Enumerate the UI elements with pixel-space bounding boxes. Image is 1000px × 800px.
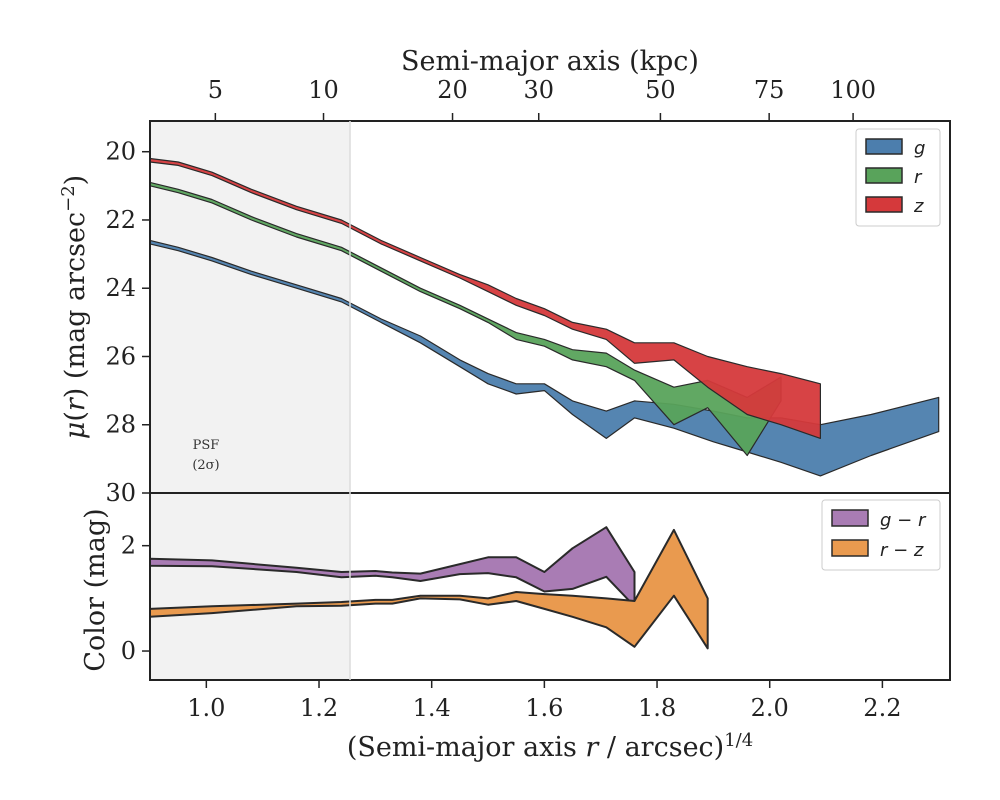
legend-swatch [831, 539, 869, 557]
upper-y-ticks: 20 22 24 26 28 30 [105, 138, 150, 507]
y-tick-label: 24 [105, 274, 136, 302]
bottom-axis-title: (Semi-major axis r / arcsec)1/4 [347, 730, 753, 764]
top-tick-label: 50 [645, 76, 676, 104]
legend-swatch [865, 167, 903, 184]
x-tick-label: 1.8 [638, 694, 676, 722]
surface-brightness-bands [149, 157, 940, 477]
y-tick-label: 30 [105, 479, 136, 507]
y-tick-label: 28 [105, 411, 136, 439]
x-tick-label: 1.4 [413, 694, 451, 722]
top-tick-label: 100 [830, 76, 876, 104]
lower-y-axis-title: Color (mag) [80, 508, 111, 671]
legend-label: r − z [880, 540, 924, 561]
legend-label: g [914, 138, 925, 159]
color-panel: 02 g − rr − z [121, 493, 941, 680]
psf-band [150, 121, 350, 493]
top-axis-ticks: 5 10 20 30 50 75 100 [208, 76, 876, 121]
legend-swatch [865, 196, 903, 213]
y-tick-label: 26 [105, 342, 136, 370]
band-r-z [149, 528, 709, 650]
lower-y-ticks: 02 [121, 532, 150, 665]
y-tick-label: 22 [105, 206, 136, 234]
legend-swatch [831, 509, 869, 527]
top-tick-label: 10 [308, 76, 339, 104]
legend-label: z [913, 196, 924, 217]
top-tick-label: 75 [754, 76, 785, 104]
band-z [149, 157, 821, 439]
psf-label-line1: PSF [193, 438, 220, 453]
top-axis-title: Semi-major axis (kpc) [401, 46, 699, 77]
y-tick-label: 0 [121, 637, 136, 665]
x-tick-label: 1.2 [300, 694, 338, 722]
y-tick-label: 20 [105, 138, 136, 166]
psf-label-line2: (2σ) [192, 458, 219, 473]
x-tick-label: 1.6 [525, 694, 563, 722]
lower-frame [149, 492, 951, 681]
top-tick-label: 5 [208, 76, 223, 104]
bottom-axis-ticks: 1.0 1.2 1.4 1.6 1.8 2.0 2.2 [187, 680, 901, 722]
top-tick-label: 20 [437, 76, 468, 104]
legend-label: r [914, 167, 923, 188]
top-tick-label: 30 [523, 76, 554, 104]
x-tick-label: 2.2 [863, 694, 901, 722]
upper-legend: grz [855, 128, 941, 227]
legend-swatch [865, 138, 903, 155]
x-tick-label: 1.0 [187, 694, 225, 722]
lower-legend: g − r r − z [821, 499, 941, 571]
upper-y-axis-title: μ(r) (mag arcsec−2) [58, 175, 92, 439]
legend-label: g − r [880, 510, 927, 531]
surface-brightness-panel: 20 22 24 26 28 30 PSF (2σ) grz [105, 121, 941, 507]
psf-band-lower [150, 493, 350, 680]
y-tick-label: 2 [121, 532, 136, 560]
color-bands [149, 526, 709, 650]
x-tick-label: 2.0 [751, 694, 789, 722]
